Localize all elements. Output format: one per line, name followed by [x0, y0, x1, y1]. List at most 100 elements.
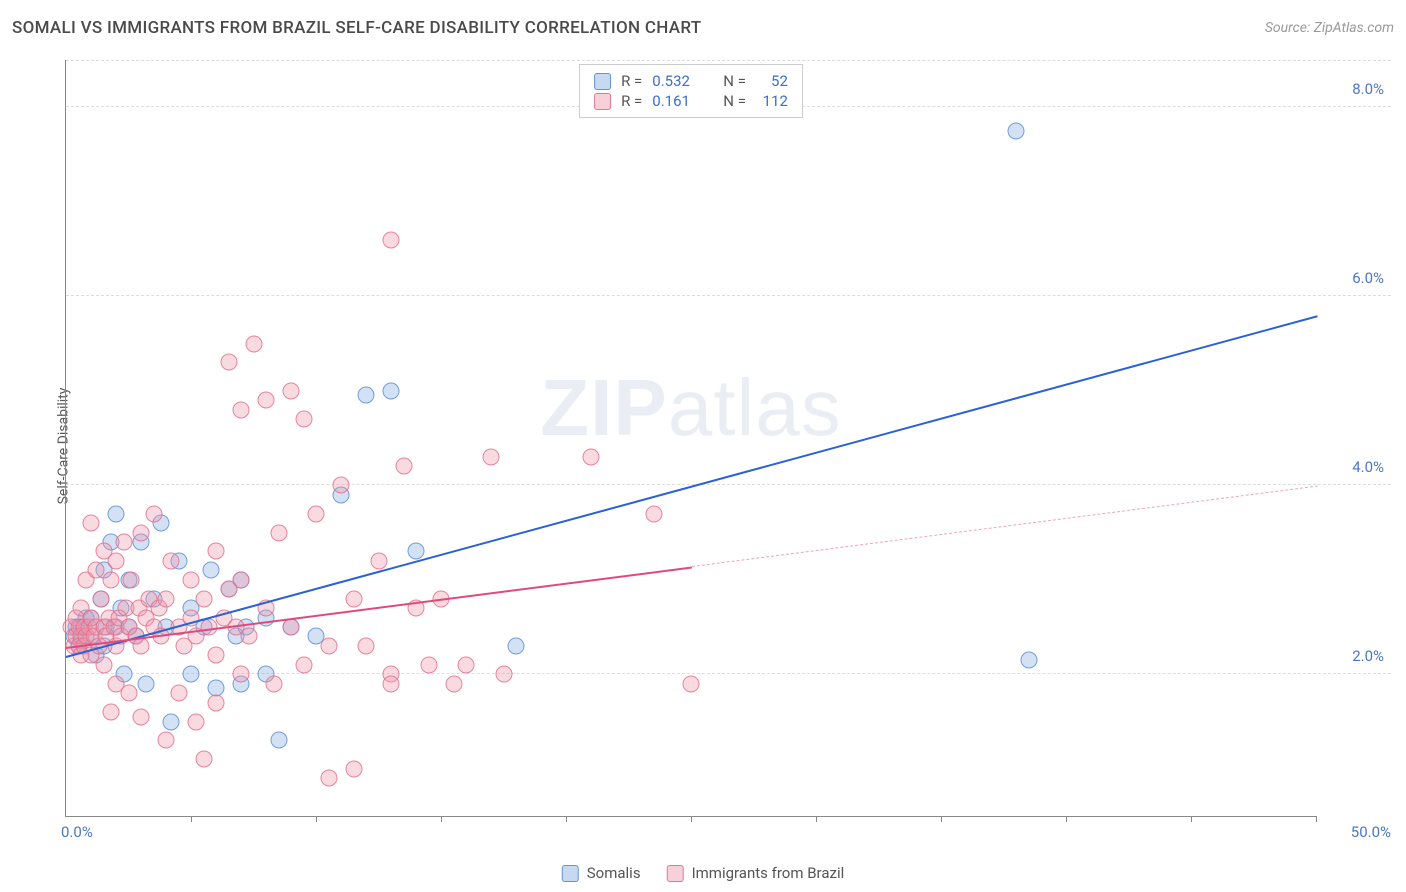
swatch-icon	[594, 93, 611, 110]
data-point	[108, 505, 125, 522]
data-point	[320, 770, 337, 787]
data-point	[358, 387, 375, 404]
data-point	[138, 675, 155, 692]
legend-row-1: R = 0.532 N = 52	[594, 72, 788, 90]
x-tick	[1191, 816, 1192, 822]
data-point	[145, 505, 162, 522]
data-point	[265, 675, 282, 692]
data-point	[295, 656, 312, 673]
data-point	[683, 675, 700, 692]
legend-n-label: N =	[723, 92, 746, 110]
data-point	[258, 392, 275, 409]
data-point	[320, 637, 337, 654]
gridline	[66, 484, 1391, 485]
data-point	[103, 704, 120, 721]
x-tick	[441, 816, 442, 822]
gridline	[66, 295, 1391, 296]
legend-r-value: 0.161	[652, 92, 707, 110]
source-label: Source: ZipAtlas.com	[1265, 20, 1394, 36]
y-tick-label: 6.0%	[1352, 269, 1384, 287]
data-point	[283, 619, 300, 636]
data-point	[408, 543, 425, 560]
data-point	[308, 505, 325, 522]
x-axis-end: 50.0%	[1351, 823, 1391, 841]
data-point	[93, 590, 110, 607]
data-point	[203, 562, 220, 579]
data-point	[83, 515, 100, 532]
legend-r-label: R =	[621, 92, 642, 110]
chart-container: ZIPatlas R = 0.532 N = 52 R = 0.161 N = …	[35, 55, 1396, 847]
data-point	[195, 751, 212, 768]
data-point	[345, 590, 362, 607]
data-point	[158, 590, 175, 607]
y-tick-label: 2.0%	[1352, 647, 1384, 665]
legend-bottom: Somalis Immigrants from Brazil	[562, 864, 845, 882]
x-axis-origin: 0.0%	[61, 823, 93, 841]
data-point	[345, 760, 362, 777]
x-tick	[816, 816, 817, 822]
data-point	[1020, 652, 1037, 669]
data-point	[158, 732, 175, 749]
data-point	[208, 694, 225, 711]
x-tick	[691, 816, 692, 822]
data-point	[233, 401, 250, 418]
plot-area: ZIPatlas R = 0.532 N = 52 R = 0.161 N = …	[65, 60, 1316, 817]
swatch-icon	[667, 865, 684, 882]
data-point	[508, 637, 525, 654]
chart-title: SOMALI VS IMMIGRANTS FROM BRAZIL SELF-CA…	[12, 18, 701, 38]
data-point	[483, 448, 500, 465]
legend-stats: R = 0.532 N = 52 R = 0.161 N = 112	[579, 64, 803, 118]
data-point	[108, 552, 125, 569]
data-point	[295, 411, 312, 428]
data-point	[245, 335, 262, 352]
trend-line	[66, 316, 1318, 659]
legend-item-2: Immigrants from Brazil	[667, 864, 845, 882]
trend-line	[691, 486, 1317, 567]
legend-n-value: 52	[756, 72, 788, 90]
data-point	[420, 656, 437, 673]
data-point	[583, 448, 600, 465]
data-point	[270, 732, 287, 749]
data-point	[163, 552, 180, 569]
swatch-icon	[594, 73, 611, 90]
data-point	[383, 675, 400, 692]
data-point	[233, 571, 250, 588]
data-point	[120, 685, 137, 702]
data-point	[233, 666, 250, 683]
data-point	[183, 666, 200, 683]
y-tick-label: 8.0%	[1352, 80, 1384, 98]
legend-label: Somalis	[587, 864, 641, 882]
legend-r-label: R =	[621, 72, 642, 90]
data-point	[395, 458, 412, 475]
data-point	[283, 382, 300, 399]
data-point	[195, 590, 212, 607]
data-point	[208, 647, 225, 664]
gridline	[66, 60, 1391, 61]
data-point	[358, 637, 375, 654]
data-point	[133, 708, 150, 725]
data-point	[115, 533, 132, 550]
data-point	[645, 505, 662, 522]
data-point	[270, 524, 287, 541]
data-point	[183, 571, 200, 588]
data-point	[170, 685, 187, 702]
watermark: ZIPatlas	[540, 362, 841, 454]
x-tick	[1316, 816, 1317, 822]
legend-label: Immigrants from Brazil	[692, 864, 845, 882]
x-tick	[1066, 816, 1067, 822]
data-point	[1008, 122, 1025, 139]
x-tick	[941, 816, 942, 822]
data-point	[133, 524, 150, 541]
data-point	[445, 675, 462, 692]
data-point	[95, 656, 112, 673]
data-point	[103, 571, 120, 588]
x-tick	[566, 816, 567, 822]
y-tick-label: 4.0%	[1352, 458, 1384, 476]
data-point	[370, 552, 387, 569]
legend-n-label: N =	[723, 72, 746, 90]
legend-n-value: 112	[756, 92, 788, 110]
data-point	[383, 231, 400, 248]
data-point	[163, 713, 180, 730]
x-tick	[316, 816, 317, 822]
data-point	[333, 477, 350, 494]
